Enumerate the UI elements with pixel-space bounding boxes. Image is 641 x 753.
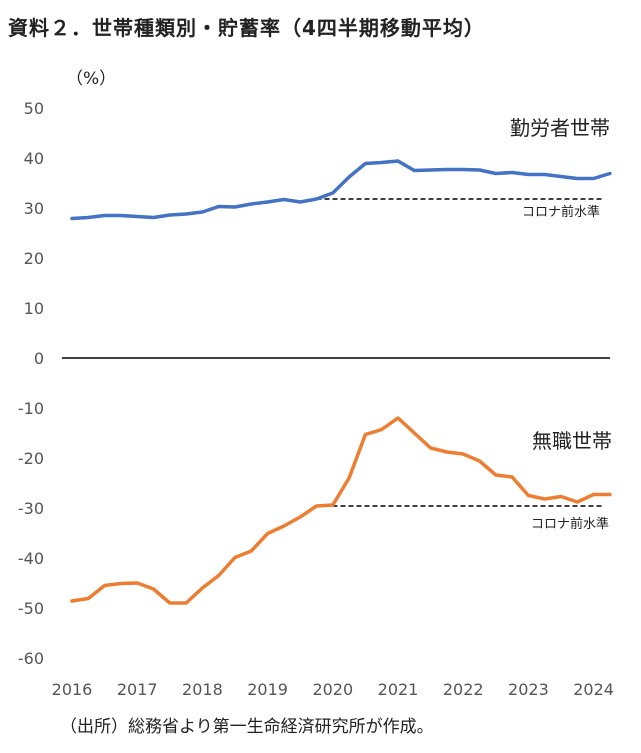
y-tick-label: 50 bbox=[24, 99, 44, 118]
y-axis: 50 40 30 20 10 0 -10 -20 -30 -40 -50 -60 bbox=[18, 99, 44, 668]
y-tick-label: 40 bbox=[24, 149, 44, 168]
x-tick-label: 2016 bbox=[52, 680, 93, 699]
y-tick-label: 20 bbox=[24, 249, 44, 268]
y-tick-label: 0 bbox=[34, 349, 44, 368]
reference-line-label: コロナ前水準 bbox=[522, 204, 600, 220]
x-axis: 2016 2017 2018 2019 2020 2021 2022 2023 2024 bbox=[52, 680, 614, 699]
series-line bbox=[70, 159, 612, 221]
y-tick-label: -60 bbox=[18, 649, 44, 668]
series-lines bbox=[70, 159, 612, 605]
y-tick-label: -10 bbox=[18, 399, 44, 418]
reference-line-label: コロナ前水準 bbox=[531, 516, 609, 532]
x-tick-label: 2019 bbox=[247, 680, 288, 699]
y-tick-label: -50 bbox=[18, 599, 44, 618]
x-tick-label: 2024 bbox=[573, 680, 614, 699]
y-tick-label: 10 bbox=[24, 299, 44, 318]
y-tick-label: -20 bbox=[18, 449, 44, 468]
y-tick-label: 30 bbox=[24, 199, 44, 218]
x-tick-label: 2017 bbox=[117, 680, 158, 699]
x-tick-label: 2020 bbox=[312, 680, 353, 699]
series-line bbox=[70, 416, 612, 605]
chart-title: 資料２．世帯種類別・貯蓄率（4四半期移動平均） bbox=[8, 16, 485, 40]
series-label: 勤労者世帯 bbox=[510, 116, 610, 140]
series-label: 無職世帯 bbox=[532, 429, 612, 453]
y-tick-label: -30 bbox=[18, 499, 44, 518]
x-tick-label: 2018 bbox=[182, 680, 223, 699]
x-tick-label: 2021 bbox=[378, 680, 419, 699]
x-tick-label: 2022 bbox=[443, 680, 484, 699]
source-note: （出所）総務省より第一生命経済研究所が作成。 bbox=[60, 717, 434, 737]
y-tick-label: -40 bbox=[18, 549, 44, 568]
x-tick-label: 2023 bbox=[508, 680, 549, 699]
y-axis-unit: （%） bbox=[66, 69, 117, 89]
